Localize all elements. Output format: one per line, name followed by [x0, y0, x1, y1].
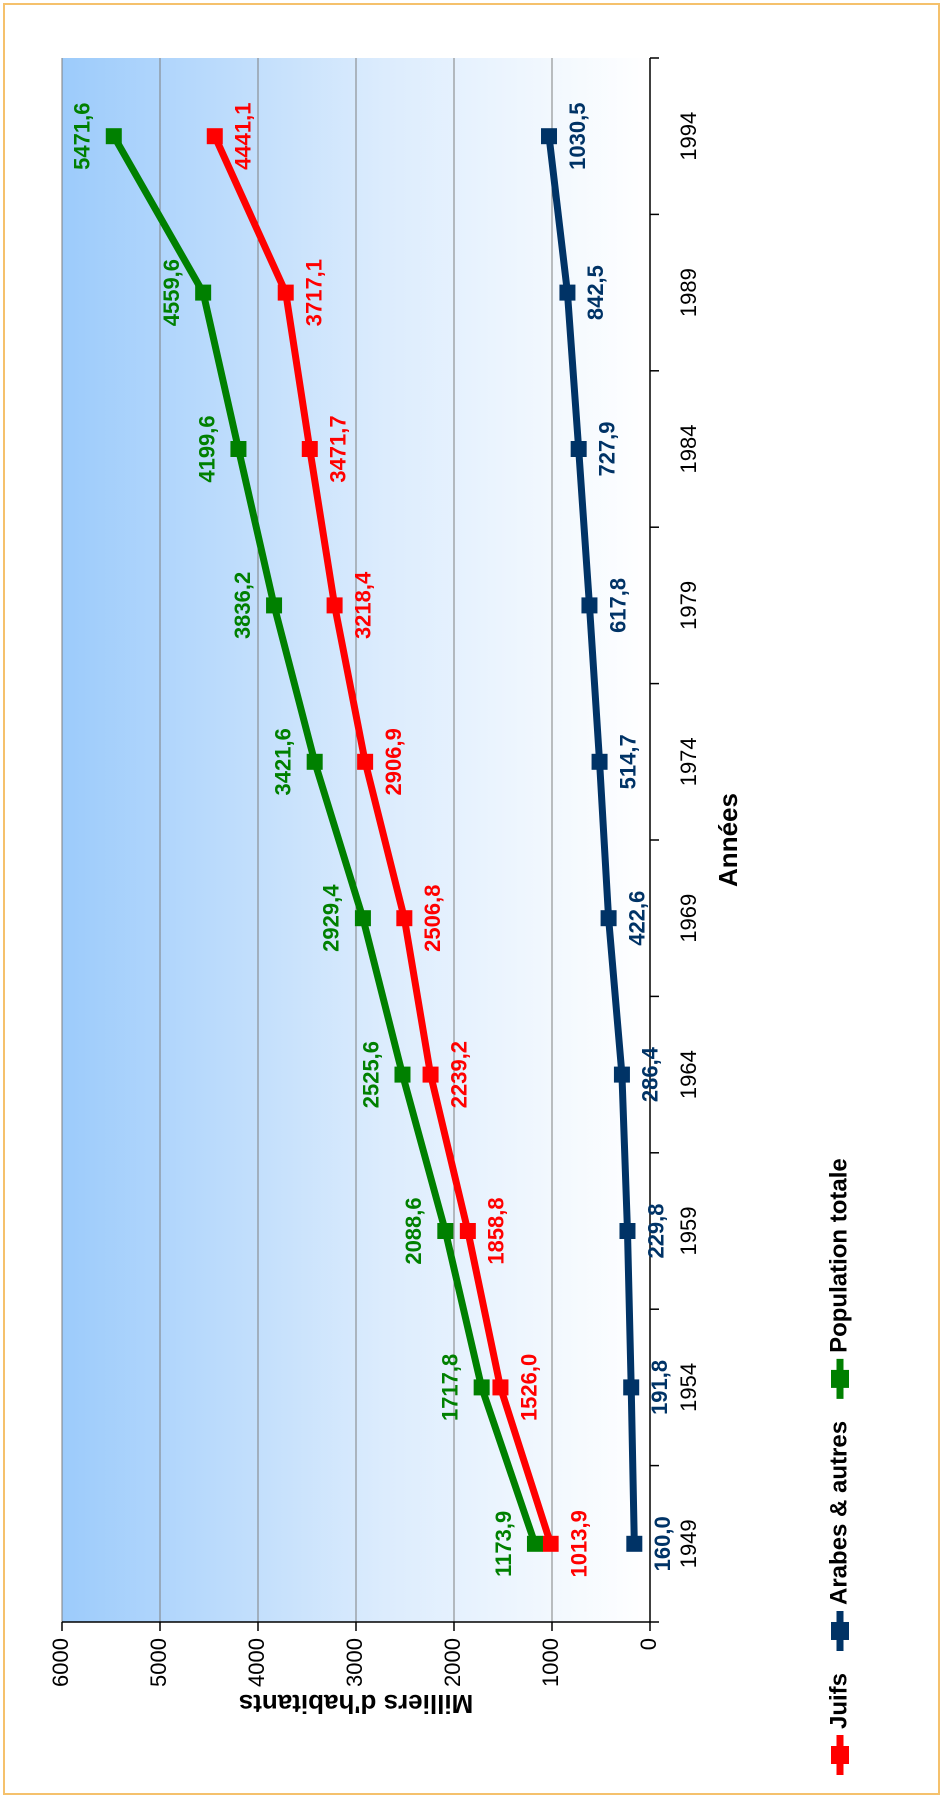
data-point-population-totale	[526, 1535, 543, 1552]
data-point-juifs	[357, 753, 374, 770]
data-point-juifs	[301, 441, 318, 457]
year-tick-label: 1979	[676, 581, 701, 630]
data-label-juifs: 1858,8	[484, 1197, 509, 1264]
data-point-arabes-autres	[591, 753, 608, 770]
data-point-juifs	[459, 1223, 476, 1239]
data-label-arabes-autres: 514,7	[615, 734, 640, 789]
value-tick-label: 3000	[342, 1638, 367, 1687]
gridlines	[61, 58, 553, 1622]
data-label-arabes-autres: 422,6	[624, 891, 649, 946]
data-point-arabes-autres	[623, 1379, 640, 1396]
data-label-arabes-autres: 617,8	[605, 578, 630, 633]
data-point-juifs	[542, 1535, 559, 1552]
data-point-arabes-autres	[541, 128, 558, 145]
data-point-population-totale	[437, 1223, 454, 1239]
series-line-arabes-autres	[545, 135, 638, 1544]
data-point-juifs	[492, 1379, 509, 1396]
data-point-arabes-autres	[626, 1535, 643, 1552]
y-axis-title: Milliers d'habitants	[239, 1689, 473, 1719]
data-point-population-totale	[105, 128, 122, 145]
year-tick-label: 1959	[676, 1207, 701, 1256]
value-tick-label: 1000	[538, 1638, 563, 1687]
value-tick-label: 6000	[48, 1638, 73, 1687]
data-label-arabes-autres: 1030,5	[565, 103, 590, 170]
data-point-population-totale	[394, 1066, 411, 1083]
data-point-juifs	[326, 597, 343, 614]
year-tick-label: 1954	[676, 1363, 701, 1412]
data-label-arabes-autres: 229,8	[643, 1203, 668, 1258]
series-lines	[105, 128, 643, 1552]
year-tick-label: 1984	[676, 425, 701, 474]
data-label-population-totale: 2929,4	[319, 884, 344, 952]
legend-key-marker-juifs	[831, 1746, 849, 1764]
tick-labels: 0 1000 2000 3000 4000 5000 6000 1949 1954 1959 196…	[48, 112, 701, 1687]
data-label-arabes-autres: 727,9	[594, 421, 619, 476]
year-tick-label: 1949	[676, 1519, 701, 1568]
data-label-juifs: 1526,0	[516, 1354, 541, 1421]
series-line-population-totale	[110, 134, 539, 1545]
data-point-population-totale	[195, 284, 212, 301]
data-point-juifs	[277, 284, 294, 301]
data-label-population-totale: 4559,6	[159, 259, 184, 326]
data-label-arabes-autres: 191,8	[647, 1360, 672, 1415]
data-label-population-totale: 4199,6	[194, 415, 219, 482]
year-tick-label: 1964	[676, 1050, 701, 1099]
data-point-arabes-autres	[613, 1066, 630, 1083]
data-point-juifs	[422, 1066, 439, 1083]
year-tick-label: 1969	[676, 894, 701, 943]
data-label-juifs: 3471,7	[326, 415, 351, 482]
data-label-juifs: 3717,1	[302, 259, 327, 326]
data-label-arabes-autres: 842,5	[583, 265, 608, 320]
data-label-arabes-autres: 160,0	[650, 1516, 675, 1571]
data-labels: 1013,9 1526,0 1858,8 2239,2 2506,8 2906,9 3218…	[70, 103, 676, 1578]
data-label-juifs: 2906,9	[381, 728, 406, 795]
data-label-juifs: 3218,4	[350, 571, 375, 639]
data-label-population-totale: 5471,6	[70, 103, 95, 170]
year-tick-label: 1974	[676, 737, 701, 786]
series-line-juifs	[211, 134, 554, 1545]
data-label-juifs: 2239,2	[446, 1041, 471, 1108]
data-point-arabes-autres	[559, 284, 576, 301]
data-point-juifs	[206, 128, 223, 145]
value-tick-label: 5000	[146, 1638, 171, 1687]
legend-label-arabes-autres: Arabes & autres	[825, 1421, 852, 1605]
data-point-arabes-autres	[600, 910, 617, 927]
legend-key-marker-arabes-autres	[831, 1621, 849, 1640]
legend-label-population-totale: Population totale	[825, 1158, 852, 1353]
data-label-population-totale: 3421,6	[270, 728, 295, 795]
value-tick-label: 4000	[244, 1638, 269, 1687]
data-point-population-totale	[354, 910, 371, 927]
data-point-population-totale	[230, 441, 247, 457]
data-label-population-totale: 2088,6	[401, 1197, 426, 1264]
data-label-population-totale: 2525,6	[358, 1041, 383, 1108]
data-point-population-totale	[306, 753, 323, 770]
data-label-juifs: 1013,9	[566, 1510, 591, 1577]
value-tick-label: 2000	[440, 1638, 465, 1687]
data-point-arabes-autres	[619, 1223, 636, 1239]
data-label-juifs: 2506,8	[420, 885, 445, 952]
data-point-juifs	[396, 910, 413, 927]
axes	[61, 57, 659, 1631]
data-point-arabes-autres	[581, 597, 598, 614]
legend-label-juifs: Juifs	[825, 1673, 852, 1729]
data-label-arabes-autres: 286,4	[638, 1046, 663, 1102]
data-label-population-totale: 1173,9	[491, 1511, 516, 1577]
data-label-juifs: 4441,1	[231, 103, 256, 170]
data-point-population-totale	[266, 597, 283, 614]
data-label-population-totale: 1717,8	[437, 1354, 462, 1421]
x-axis-title: Années	[713, 793, 743, 887]
legend-key-marker-population-totale	[831, 1369, 849, 1388]
value-tick-label: 0	[636, 1638, 661, 1650]
data-point-population-totale	[473, 1379, 490, 1396]
year-tick-label: 1994	[676, 112, 701, 161]
year-tick-label: 1989	[676, 268, 701, 317]
data-label-population-totale: 3836,2	[230, 572, 255, 639]
legend: Juifs Arabes & autres Population totale	[825, 1158, 852, 1775]
data-point-arabes-autres	[570, 441, 587, 457]
